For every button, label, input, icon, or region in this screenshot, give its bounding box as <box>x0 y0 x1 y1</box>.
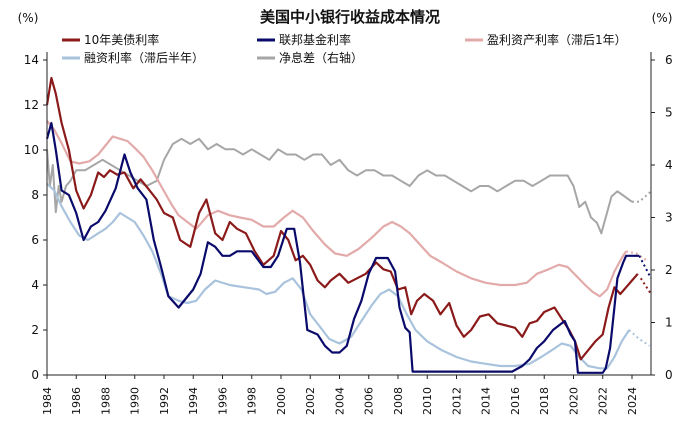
series-line-3 <box>46 120 628 298</box>
x-tick-label: 2000 <box>275 387 288 415</box>
x-tick-label: 2016 <box>509 387 522 415</box>
legend-label-5: 净息差（右轴） <box>279 50 363 65</box>
y-left-tick-label: 8 <box>31 188 39 202</box>
y-right-tick-label: 6 <box>665 53 673 67</box>
y-left-tick-label: 14 <box>24 53 39 67</box>
series-projection-5 <box>632 190 652 203</box>
legend: 10年美债利率 联邦基金利率 盈利资产利率（滞后1年） 融资利率（滞后半年） 净息差（右… <box>62 32 627 65</box>
chart-title: 美国中小银行收益成本情况 <box>260 8 440 26</box>
x-tick-label: 2020 <box>567 387 580 415</box>
y-right-tick-label: 0 <box>665 368 673 382</box>
y-right-tick-label: 2 <box>665 263 673 277</box>
x-tick-label: 2010 <box>421 387 434 415</box>
y-left-tick-label: 10 <box>24 143 39 157</box>
right-axis-unit: (%) <box>652 11 673 25</box>
x-tick-label: 1986 <box>70 387 83 415</box>
series-projection-1 <box>639 277 652 295</box>
y-right-tick-label: 4 <box>665 158 673 172</box>
x-tick-label: 2002 <box>304 387 317 415</box>
x-tick-label: 1996 <box>216 387 229 415</box>
x-tick-label: 2006 <box>363 387 376 415</box>
x-tick-label: 1994 <box>187 387 200 415</box>
series-line-1 <box>45 76 639 361</box>
y-left-tick-label: 4 <box>31 278 39 292</box>
x-tick-label: 2018 <box>538 387 551 415</box>
y-right-tick-label: 1 <box>665 316 673 330</box>
series-line-4 <box>46 182 631 370</box>
x-tick-label: 1998 <box>246 387 259 415</box>
x-tick-label: 1992 <box>158 387 171 415</box>
x-tick-label: 1990 <box>129 387 142 415</box>
x-tick-label: 1984 <box>41 387 54 415</box>
legend-label-2: 联邦基金利率 <box>279 32 351 47</box>
series-projection-3 <box>625 250 648 262</box>
y-left-tick-label: 2 <box>31 323 39 337</box>
series-line-2 <box>45 121 640 374</box>
y-right-tick-label: 3 <box>665 211 673 225</box>
y-left-tick-label: 12 <box>24 98 39 112</box>
legend-label-1: 10年美债利率 <box>84 32 159 47</box>
y-left-tick-label: 6 <box>31 233 39 247</box>
x-tick-label: 2022 <box>597 387 610 415</box>
series-line-5 <box>46 137 633 235</box>
x-tick-label: 2008 <box>392 387 405 415</box>
x-tick-label: 2024 <box>626 387 639 415</box>
series-projection-4 <box>628 329 651 347</box>
legend-label-4: 融资利率（滞后半年） <box>84 50 204 65</box>
y-right-tick-label: 5 <box>665 106 673 120</box>
x-tick-label: 1988 <box>99 387 112 415</box>
left-axis-unit: (%) <box>18 11 39 25</box>
x-tick-label: 2014 <box>480 387 493 415</box>
legend-label-3: 盈利资产利率（滞后1年） <box>487 32 627 47</box>
x-tick-label: 2004 <box>333 387 346 415</box>
x-tick-label: 2012 <box>450 387 463 415</box>
series-projection-2 <box>638 255 652 279</box>
y-left-tick-label: 0 <box>31 368 39 382</box>
series-layer <box>45 76 652 374</box>
